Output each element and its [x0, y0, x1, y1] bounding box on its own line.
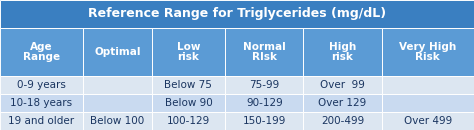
Bar	[152, 94, 225, 112]
Bar	[382, 112, 474, 130]
Bar	[152, 76, 225, 94]
Text: 75-99: 75-99	[249, 80, 279, 90]
Bar	[152, 28, 225, 76]
Text: 10-18 years: 10-18 years	[10, 98, 73, 108]
Text: 90-129: 90-129	[246, 98, 283, 108]
Bar	[83, 28, 152, 76]
Bar	[0, 76, 83, 94]
Bar	[382, 28, 474, 76]
Text: 150-199: 150-199	[243, 116, 286, 126]
Text: Below 100: Below 100	[90, 116, 145, 126]
Bar	[83, 94, 152, 112]
Text: Normal
RIsk: Normal RIsk	[243, 42, 286, 62]
Text: Below 90: Below 90	[164, 98, 212, 108]
Text: Age
Range: Age Range	[23, 42, 60, 62]
Text: 100-129: 100-129	[167, 116, 210, 126]
Bar	[0, 112, 83, 130]
Bar	[225, 94, 303, 112]
Text: Over 129: Over 129	[319, 98, 366, 108]
Bar	[0, 28, 83, 76]
Bar	[83, 76, 152, 94]
Text: Below 75: Below 75	[164, 80, 212, 90]
Text: Very High
Risk: Very High Risk	[399, 42, 456, 62]
Bar	[152, 112, 225, 130]
Bar	[0, 94, 83, 112]
Bar	[0, 0, 474, 28]
Bar	[382, 94, 474, 112]
Text: Over 499: Over 499	[404, 116, 452, 126]
Text: Over  99: Over 99	[320, 80, 365, 90]
Text: 0-9 years: 0-9 years	[17, 80, 66, 90]
Bar	[225, 112, 303, 130]
Bar	[303, 28, 382, 76]
Text: 19 and older: 19 and older	[9, 116, 74, 126]
Text: 200-499: 200-499	[321, 116, 364, 126]
Text: Reference Range for Triglycerides (mg/dL): Reference Range for Triglycerides (mg/dL…	[88, 8, 386, 21]
Text: Low
risk: Low risk	[177, 42, 200, 62]
Text: Optimal: Optimal	[94, 47, 141, 57]
Bar	[225, 76, 303, 94]
Bar	[83, 112, 152, 130]
Bar	[303, 76, 382, 94]
Bar	[382, 76, 474, 94]
Text: High
risk: High risk	[329, 42, 356, 62]
Bar	[303, 94, 382, 112]
Bar	[225, 28, 303, 76]
Bar	[303, 112, 382, 130]
